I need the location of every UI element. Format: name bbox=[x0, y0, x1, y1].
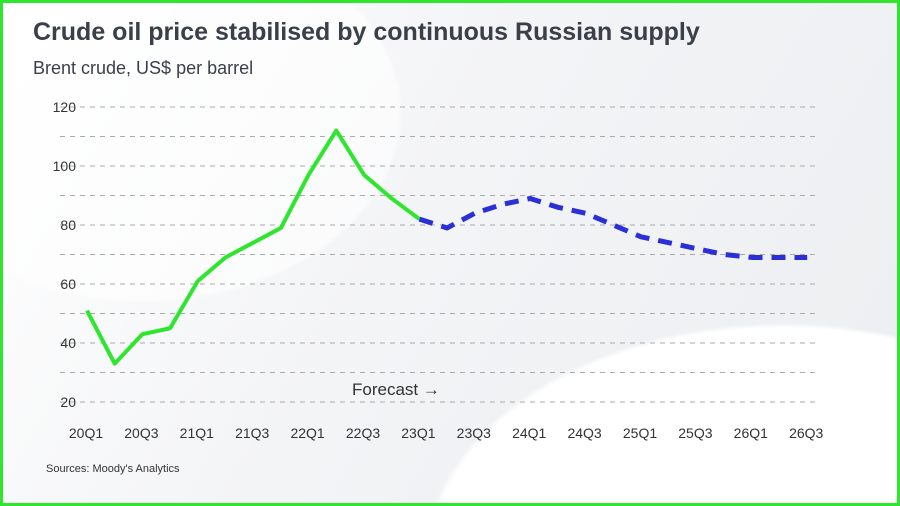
y-tick-label: 100 bbox=[53, 158, 77, 174]
x-tick-label: 21Q3 bbox=[235, 425, 269, 441]
x-tick-label: 26Q1 bbox=[734, 425, 768, 441]
y-tick-label: 80 bbox=[60, 217, 76, 233]
x-tick-label: 23Q3 bbox=[457, 425, 491, 441]
y-tick-label: 60 bbox=[60, 276, 76, 292]
x-tick-label: 24Q3 bbox=[567, 425, 601, 441]
x-tick-label: 23Q1 bbox=[401, 425, 435, 441]
source-note: Sources: Moody's Analytics bbox=[46, 463, 180, 475]
x-tick-label: 22Q1 bbox=[290, 425, 324, 441]
x-tick-label: 26Q3 bbox=[789, 425, 823, 441]
x-tick-label: 24Q1 bbox=[512, 425, 546, 441]
x-tick-label: 25Q3 bbox=[678, 425, 712, 441]
x-tick-label: 20Q3 bbox=[124, 425, 158, 441]
x-tick-label: 22Q3 bbox=[346, 425, 380, 441]
y-tick-label: 40 bbox=[60, 335, 76, 351]
chart-title: Crude oil price stabilised by continuous… bbox=[33, 18, 700, 46]
forecast-annotation: Forecast → bbox=[352, 380, 440, 399]
actual-line bbox=[85, 128, 421, 366]
forecast-line bbox=[418, 195, 808, 260]
x-tick-label: 20Q1 bbox=[69, 425, 103, 441]
x-tick-label: 25Q1 bbox=[623, 425, 657, 441]
y-tick-label: 20 bbox=[60, 394, 76, 410]
y-tick-label: 120 bbox=[53, 99, 77, 115]
x-tick-label: 21Q1 bbox=[180, 425, 214, 441]
chart-subtitle: Brent crude, US$ per barrel bbox=[33, 58, 254, 78]
